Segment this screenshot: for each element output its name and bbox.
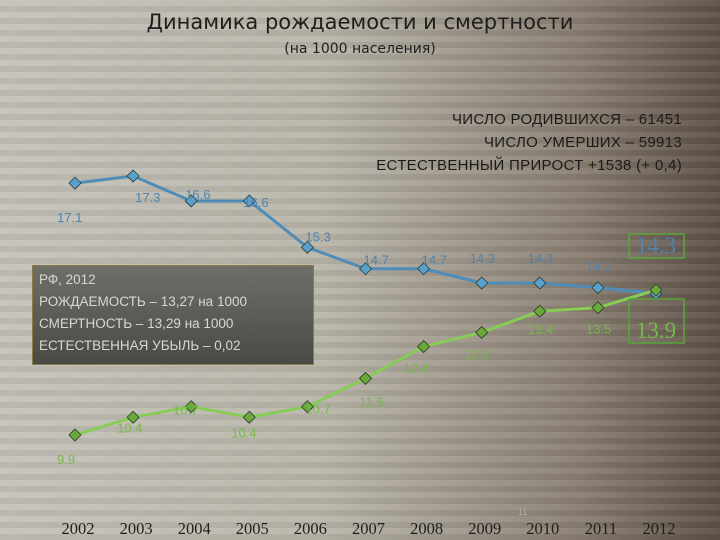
mortality-marker-2007 xyxy=(358,262,373,276)
mortality-marker-2005 xyxy=(242,194,256,208)
info-box-line-birth-rate: РОЖДАЕМОСТЬ – 13,27 на 1000 xyxy=(39,294,247,309)
birth-label-2002: 9.9 xyxy=(57,452,75,467)
x-tick-2009: 2009 xyxy=(468,519,501,538)
mortality-marker-2006 xyxy=(300,240,314,254)
highlight-boxes: 14.3 13.9 xyxy=(628,233,685,344)
mortality-marker-2009 xyxy=(475,276,489,290)
stat-births: ЧИСЛО РОДИВШИХСЯ – 61451 xyxy=(451,111,682,128)
mortality-label-2008: 14.7 xyxy=(422,253,447,268)
x-tick-2010: 2010 xyxy=(526,519,559,538)
mortality-label-2009: 14.3 xyxy=(470,251,495,266)
x-tick-2006: 2006 xyxy=(294,519,327,538)
birth-label-2007: 11.5 xyxy=(360,394,384,409)
mortality-marker-2003 xyxy=(126,169,140,183)
birth-marker-2010 xyxy=(533,304,547,318)
chart-subtitle: (на 1000 населения) xyxy=(284,41,436,57)
mortality-2012-highlight-box xyxy=(628,233,685,259)
birth-label-2010: 13.4 xyxy=(528,322,553,337)
birth-2012-highlight-box xyxy=(628,298,685,344)
mortality-label-2006: 15.3 xyxy=(305,229,330,244)
data-labels: 17.1 17.3 16.6 16.6 15.3 14.7 14.7 14.3 14.3 14.1… xyxy=(57,187,611,467)
birth-marker-2004 xyxy=(184,400,198,414)
mortality-label-2007: 14.7 xyxy=(364,253,389,268)
info-box-line-country: РФ, 2012 xyxy=(39,272,96,287)
stat-natural-growth: ЕСТЕСТВЕННЫЙ ПРИРОСТ +1538 (+ 0,4) xyxy=(376,157,682,174)
birth-marker-2007 xyxy=(358,371,373,385)
birth-label-2005: 10.4 xyxy=(231,425,256,440)
x-tick-2007: 2007 xyxy=(352,519,385,538)
mortality-label-2005: 16.6 xyxy=(243,195,268,210)
mortality-label-2010: 14.3 xyxy=(528,251,553,266)
birth-label-2003: 10.4 xyxy=(117,420,142,435)
mortality-label-2011: 14.1 xyxy=(586,259,611,274)
x-axis-tick-labels: 2002 2003 2004 2005 2006 2007 2008 2009 2010 2011… xyxy=(62,519,676,538)
chart-title: Динамика рождаемости и смертности xyxy=(146,10,574,34)
birth-marker-2003 xyxy=(126,410,140,424)
x-tick-2004: 2004 xyxy=(178,519,211,538)
info-box-line-death-rate: СМЕРТНОСТЬ – 13,29 на 1000 xyxy=(39,316,234,331)
page-number: 11 xyxy=(518,507,528,517)
mortality-marker-2011 xyxy=(591,281,605,295)
mortality-2012-highlight-value: 14.3 xyxy=(636,233,676,258)
birth-label-2008: 12.4 xyxy=(404,361,429,376)
birth-marker-2009 xyxy=(475,325,489,340)
mortality-marker-2002 xyxy=(68,176,82,190)
birth-label-2011: 13.5 xyxy=(586,322,611,337)
x-tick-2011: 2011 xyxy=(585,519,617,538)
info-box-line-natural-decline: ЕСТЕСТВЕННАЯ УБЫЛЬ – 0,02 xyxy=(39,338,241,353)
x-tick-2008: 2008 xyxy=(410,519,443,538)
series-markers xyxy=(68,169,663,442)
birth-marker-2002 xyxy=(68,428,82,442)
stat-deaths: ЧИСЛО УМЕРШИХ – 59913 xyxy=(483,134,682,151)
mortality-marker-2008 xyxy=(417,262,431,276)
birth-marker-2005 xyxy=(242,410,256,424)
stats-block: ЧИСЛО РОДИВШИХСЯ – 61451 ЧИСЛО УМЕРШИХ –… xyxy=(376,108,682,177)
mortality-marker-2010 xyxy=(533,276,547,290)
x-tick-2005: 2005 xyxy=(236,519,269,538)
birth-marker-2006 xyxy=(300,400,314,414)
russia-2012-info-box: РФ, 2012 РОЖДАЕМОСТЬ – 13,27 на 1000 СМЕ… xyxy=(32,265,314,365)
birth-label-2004: 10.7 xyxy=(173,403,198,418)
mortality-label-2004: 16.6 xyxy=(185,187,210,202)
mortality-label-2003: 17.3 xyxy=(135,190,160,205)
mortality-marker-2004 xyxy=(184,194,198,208)
mortality-label-2002: 17.1 xyxy=(57,210,82,225)
birth-label-2006: 10.7 xyxy=(305,402,330,417)
x-tick-2003: 2003 xyxy=(120,519,153,538)
birth-marker-2008 xyxy=(417,340,431,354)
birth-2012-highlight-value: 13.9 xyxy=(636,318,676,343)
birth-marker-2011 xyxy=(591,301,605,315)
x-tick-2002: 2002 xyxy=(62,519,95,538)
birth-label-2009: 12.8 xyxy=(464,346,489,361)
x-tick-2012: 2012 xyxy=(643,519,676,538)
birth-marker-2012 xyxy=(649,283,663,297)
